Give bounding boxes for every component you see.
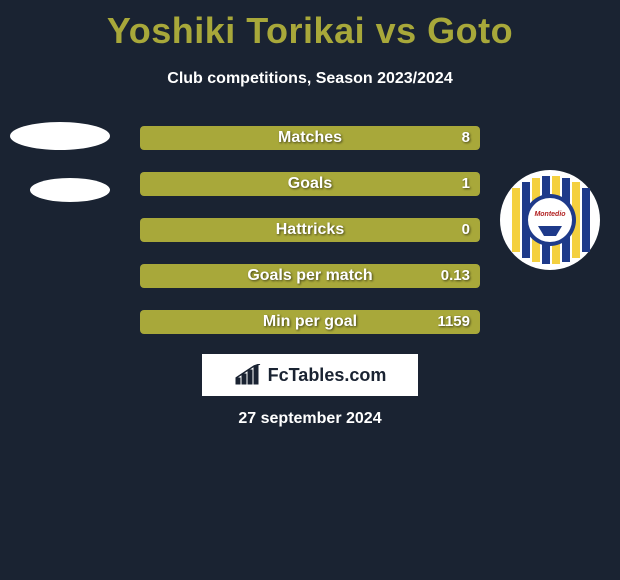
- ellipse-icon: [30, 178, 110, 202]
- stat-value: 1: [462, 172, 470, 196]
- bars-icon: [234, 364, 262, 386]
- brand-box[interactable]: FcTables.com: [202, 354, 418, 396]
- stat-row-min-per-goal: Min per goal 1159: [140, 310, 480, 334]
- stat-label: Min per goal: [140, 310, 480, 334]
- stat-value: 8: [462, 126, 470, 150]
- date-text: 27 september 2024: [0, 410, 620, 428]
- stat-label: Goals: [140, 172, 480, 196]
- stat-row-hattricks: Hattricks 0: [140, 218, 480, 242]
- subtitle: Club competitions, Season 2023/2024: [0, 70, 620, 88]
- stat-value: 0: [462, 218, 470, 242]
- stat-value: 1159: [437, 310, 470, 334]
- page-title: Yoshiki Torikai vs Goto: [0, 0, 620, 52]
- stat-label: Matches: [140, 126, 480, 150]
- stat-label: Goals per match: [140, 264, 480, 288]
- stat-value: 0.13: [441, 264, 470, 288]
- stat-row-matches: Matches 8: [140, 126, 480, 150]
- player-right-logo: Montedio: [500, 170, 600, 270]
- player-left-logo: [10, 108, 110, 220]
- brand-text: FcTables.com: [268, 365, 387, 386]
- stat-row-goals-per-match: Goals per match 0.13: [140, 264, 480, 288]
- stat-label: Hattricks: [140, 218, 480, 242]
- club-badge-text: Montedio: [534, 211, 566, 218]
- stat-row-goals: Goals 1: [140, 172, 480, 196]
- stats-bars: Matches 8 Goals 1 Hattricks 0 Goals per …: [140, 126, 480, 356]
- ellipse-icon: [10, 122, 110, 150]
